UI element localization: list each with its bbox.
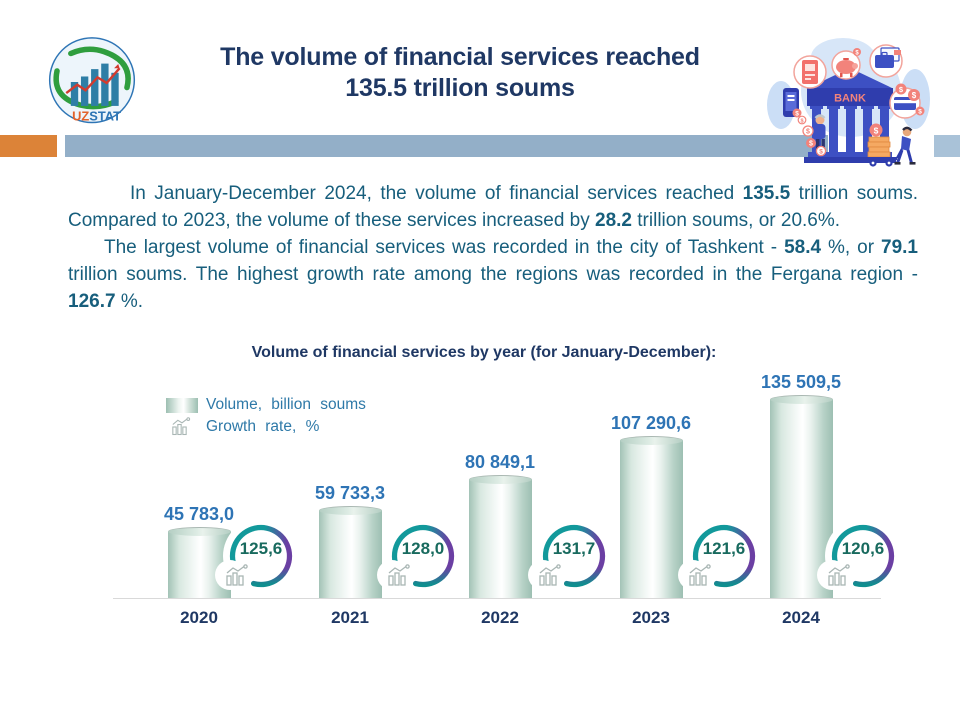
year-label-2020: 2020 — [180, 608, 218, 627]
coin-dollar: $ — [809, 141, 813, 148]
legend-item-volume: Volume, billion soums — [166, 394, 366, 416]
chart-plot: Volume, billion soums Growth rate, % 45 … — [0, 370, 960, 660]
article-paragraph: The largest volume of financial services… — [68, 237, 918, 312]
growth-ring-2024: 120,6 — [817, 518, 901, 594]
bank-sign: BANK — [834, 93, 866, 105]
briefcase-icon — [869, 44, 903, 78]
article: In January-December 2024, the volume of … — [68, 180, 918, 315]
volume-bar-2024 — [769, 395, 833, 598]
volume-swatch — [166, 397, 198, 413]
bar-value-label-2024: 135 509,5 — [760, 372, 842, 392]
uzstat-logo: UZ STAT — [46, 34, 138, 130]
growth-chart-icon — [688, 564, 714, 588]
logo-text-uz: UZ — [72, 109, 89, 124]
growth-value-2022: 131,7 — [552, 539, 596, 558]
article-paragraph: In January-December 2024, the volume of … — [68, 183, 919, 231]
volume-bar-2022 — [468, 475, 532, 598]
growth-ring-2023: 121,6 — [678, 518, 762, 594]
year-label-2022: 2022 — [481, 608, 519, 627]
logo-trend-line — [65, 67, 121, 94]
growth-chart-icon — [538, 564, 564, 588]
credit-card-icon: $ $ $ — [889, 83, 925, 119]
logo-swoosh-top — [68, 46, 131, 91]
page-title: The volume of financial services reached… — [150, 42, 770, 104]
person-left: $ $ $ — [802, 114, 827, 157]
bar-value-label-2020: 45 783,0 — [163, 504, 235, 524]
growth-value-2021: 128,0 — [401, 539, 445, 558]
coin-dollar: $ — [912, 91, 917, 100]
chart-baseline — [113, 598, 881, 599]
legend-label-growth: Growth rate, % — [206, 418, 320, 435]
page-title-line2: 135.5 trillion soums — [345, 74, 575, 102]
growth-value-2020: 125,6 — [239, 539, 283, 558]
chart-legend: Volume, billion soums Growth rate, % — [166, 394, 366, 438]
volume-bar-2023 — [619, 436, 683, 598]
phone-icon: $ $ — [783, 88, 807, 125]
bank-building: BANK — [804, 68, 896, 163]
coin-dollar: $ — [806, 129, 810, 136]
growth-ring-2020: 125,6 — [215, 518, 299, 594]
bar-value-label-2021: 59 733,3 — [314, 483, 386, 503]
cart-and-person: $ — [865, 123, 916, 167]
bank-illustration: BANK — [763, 33, 933, 168]
year-label-2024: 2024 — [782, 608, 820, 627]
growth-chart-icon — [166, 417, 198, 437]
coin-dollar: $ — [899, 85, 904, 94]
growth-ring-2021: 128,0 — [377, 518, 461, 594]
piggy-bank-icon: $ — [831, 48, 861, 80]
growth-chart-icon — [225, 564, 251, 588]
logo-text-stat: STAT — [89, 109, 121, 124]
year-label-2021: 2021 — [331, 608, 369, 627]
growth-chart-icon — [387, 564, 413, 588]
coin-dollar: $ — [855, 51, 859, 57]
growth-chart-icon — [827, 564, 853, 588]
accent-band-right — [934, 135, 960, 157]
page-title-line1: The volume of financial services reached — [220, 43, 700, 71]
chart-title: Volume of financial services by year (fo… — [251, 344, 717, 361]
growth-ring-2022: 131,7 — [528, 518, 612, 594]
logo-trend-arrow — [114, 64, 120, 69]
growth-value-2023: 121,6 — [702, 539, 746, 558]
accent-band-orange — [0, 135, 57, 157]
atm-icon — [793, 55, 827, 89]
bar-value-label-2022: 80 849,1 — [464, 452, 536, 472]
coin-dollar: $ — [800, 119, 803, 125]
logo-bars — [70, 63, 119, 106]
uzstat-logo-icon: UZ STAT — [48, 37, 136, 124]
year-label-2023: 2023 — [632, 608, 670, 627]
growth-value-2024: 120,6 — [841, 539, 885, 558]
coin-dollar: $ — [918, 109, 922, 116]
legend-label-volume: Volume, billion soums — [206, 396, 366, 413]
coin-dollar: $ — [874, 125, 879, 135]
coin-dollar: $ — [795, 111, 799, 118]
accent-band-blue — [65, 135, 828, 157]
coin-dollar: $ — [819, 149, 823, 156]
legend-item-growth: Growth rate, % — [166, 416, 366, 438]
bar-value-label-2023: 107 290,6 — [610, 413, 692, 433]
volume-bar-2021 — [318, 506, 382, 598]
